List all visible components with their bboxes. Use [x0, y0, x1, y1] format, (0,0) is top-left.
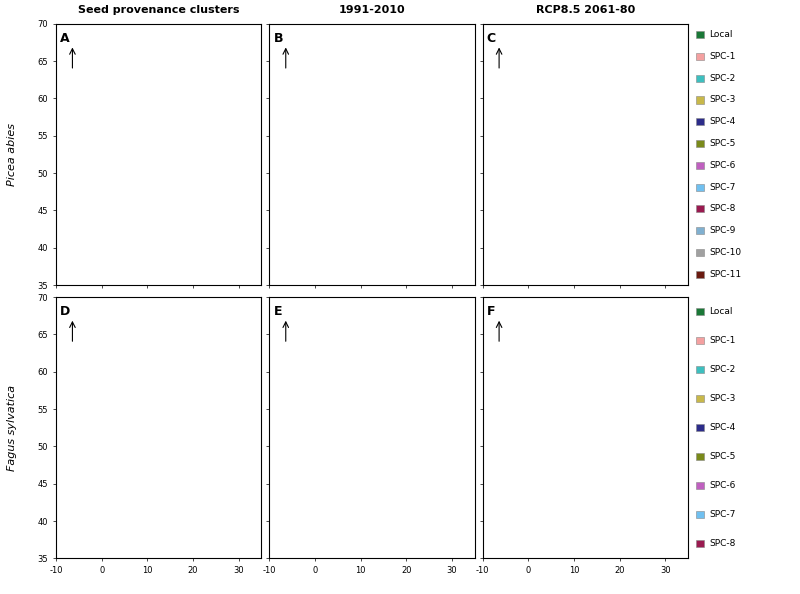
Text: SPC-9: SPC-9	[710, 226, 736, 235]
Text: SPC-7: SPC-7	[710, 510, 736, 519]
Text: SPC-7: SPC-7	[710, 182, 736, 192]
Text: Fagus sylvatica: Fagus sylvatica	[7, 385, 17, 470]
Text: SPC-5: SPC-5	[710, 452, 736, 461]
Text: SPC-2: SPC-2	[710, 365, 736, 374]
Text: C: C	[486, 31, 496, 45]
Text: SPC-4: SPC-4	[710, 423, 736, 432]
Text: SPC-3: SPC-3	[710, 96, 736, 105]
Text: E: E	[274, 305, 282, 318]
Text: SPC-6: SPC-6	[710, 161, 736, 170]
Text: Local: Local	[710, 30, 733, 39]
Text: SPC-8: SPC-8	[710, 539, 736, 548]
Text: SPC-8: SPC-8	[710, 204, 736, 213]
Text: B: B	[274, 31, 283, 45]
Text: F: F	[486, 305, 495, 318]
Text: D: D	[60, 305, 70, 318]
Text: Local: Local	[710, 307, 733, 316]
Text: SPC-4: SPC-4	[710, 117, 736, 127]
Text: SPC-3: SPC-3	[710, 394, 736, 403]
Text: 1991-2010: 1991-2010	[338, 5, 406, 15]
Text: SPC-2: SPC-2	[710, 74, 736, 83]
Text: SPC-1: SPC-1	[710, 336, 736, 345]
Text: A: A	[60, 31, 70, 45]
Text: SPC-10: SPC-10	[710, 248, 742, 257]
Text: SPC-6: SPC-6	[710, 481, 736, 490]
Text: SPC-11: SPC-11	[710, 270, 742, 279]
Text: RCP8.5 2061-80: RCP8.5 2061-80	[536, 5, 635, 15]
Text: SPC-1: SPC-1	[710, 52, 736, 61]
Text: Picea abies: Picea abies	[7, 123, 17, 186]
Text: SPC-5: SPC-5	[710, 139, 736, 148]
Text: Seed provenance clusters: Seed provenance clusters	[78, 5, 239, 15]
